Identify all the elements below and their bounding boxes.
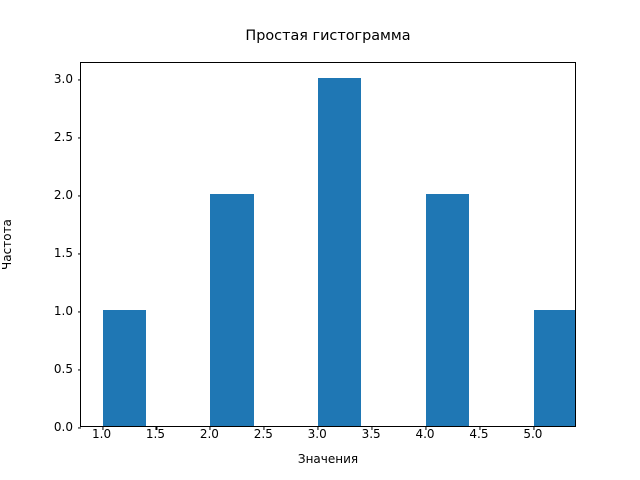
x-axis-tick xyxy=(155,426,158,430)
x-axis-tick-label: 3.0 xyxy=(307,427,327,441)
y-axis-tick xyxy=(77,311,81,313)
y-axis-tick-label: 1.0 xyxy=(53,304,73,319)
bar xyxy=(426,194,470,426)
bar xyxy=(102,310,146,426)
plot-area xyxy=(81,63,575,426)
y-axis-tick xyxy=(77,369,81,371)
x-axis-tick xyxy=(371,426,373,430)
x-axis-tick-label: 2.0 xyxy=(199,427,219,441)
x-axis-label: Значения xyxy=(297,452,359,466)
y-axis-tick-label: 0.5 xyxy=(53,362,73,377)
x-axis-tick-label: 4.0 xyxy=(415,427,435,441)
bar xyxy=(210,194,254,426)
x-axis-tick-label: 4.5 xyxy=(469,427,489,441)
x-axis-tick xyxy=(533,426,535,430)
y-axis-tick-label: 3.0 xyxy=(53,72,73,87)
x-axis-tick xyxy=(317,426,319,430)
y-axis-tick-label: 2.5 xyxy=(53,130,73,145)
x-axis-tick-label: 2.5 xyxy=(253,427,273,441)
y-axis-tick-label: 0.0 xyxy=(53,420,73,434)
x-axis-tick xyxy=(102,426,104,430)
y-axis-tick xyxy=(77,253,81,255)
x-axis-tick xyxy=(263,426,265,430)
y-axis-tick xyxy=(77,137,81,139)
x-axis-tick xyxy=(209,426,211,430)
chart-title: Простая гистограмма xyxy=(245,28,411,44)
y-axis-tick xyxy=(77,79,81,81)
bar xyxy=(533,310,575,426)
bar xyxy=(318,78,362,426)
x-axis-tick-label: 1.5 xyxy=(145,427,166,441)
y-axis-tick xyxy=(77,427,81,429)
x-axis-tick-label: 1.0 xyxy=(92,427,112,441)
x-axis-tick-label: 5.0 xyxy=(523,427,543,441)
plot-axes xyxy=(77,62,576,430)
y-axis-tick xyxy=(77,195,81,197)
x-axis-tick xyxy=(479,426,481,430)
x-axis-tick-label: 3.5 xyxy=(361,427,381,441)
y-axis-label: Частота xyxy=(0,219,14,270)
y-axis-tick-label: 1.5 xyxy=(53,246,73,261)
x-axis-tick xyxy=(425,426,427,430)
y-axis-tick-label: 2.0 xyxy=(53,188,73,203)
